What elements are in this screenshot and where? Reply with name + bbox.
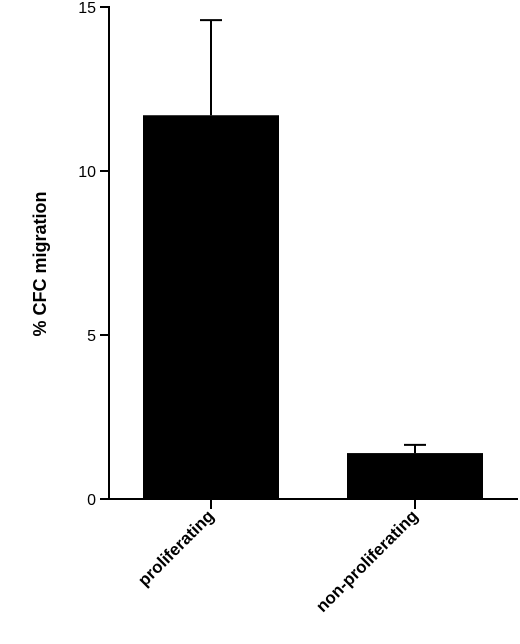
bar-proliferating: [143, 115, 279, 500]
bar-non-proliferating: [347, 453, 483, 499]
y-tick-label: 15: [78, 0, 96, 17]
x-tick-label: non-proliferating: [312, 506, 422, 616]
plot-area: 0 5 10 15 proliferating non-proliferating: [78, 0, 518, 616]
y-axis-label: % CFC migration: [30, 191, 50, 336]
y-tick-label: 0: [87, 492, 96, 509]
x-tick-label: proliferating: [134, 506, 218, 590]
y-tick-label: 10: [78, 164, 96, 181]
y-tick-label: 5: [87, 328, 96, 345]
